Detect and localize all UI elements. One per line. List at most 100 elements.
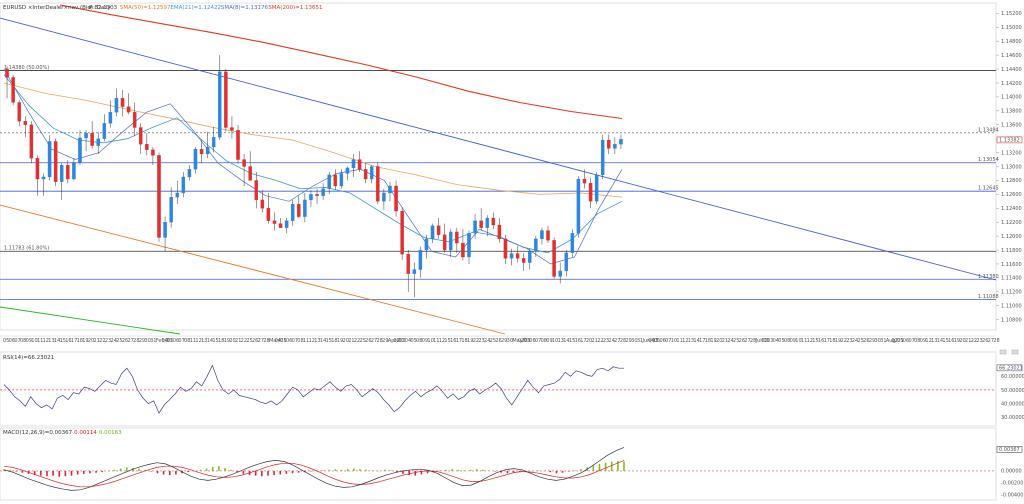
candle[interactable] bbox=[5, 66, 9, 99]
candle[interactable] bbox=[199, 140, 204, 164]
candle[interactable] bbox=[552, 237, 556, 280]
candle[interactable] bbox=[169, 187, 173, 228]
candle[interactable] bbox=[479, 208, 483, 231]
candle[interactable] bbox=[418, 246, 423, 278]
candle[interactable] bbox=[278, 218, 283, 228]
candle[interactable] bbox=[242, 153, 246, 186]
trendline-upper[interactable] bbox=[0, 17, 997, 281]
candle[interactable] bbox=[406, 250, 410, 292]
candle[interactable] bbox=[351, 153, 356, 177]
candle[interactable] bbox=[224, 69, 228, 132]
candle[interactable] bbox=[114, 88, 119, 117]
candle[interactable] bbox=[321, 183, 325, 200]
candle[interactable] bbox=[436, 218, 441, 239]
candle[interactable] bbox=[558, 262, 562, 284]
candle[interactable] bbox=[461, 229, 465, 261]
rsi-pane[interactable]: RSI(14)=66.23021 60.00000 50.00000 40.0000… bbox=[0, 351, 1024, 427]
minimize-icon[interactable] bbox=[999, 349, 1007, 355]
candle[interactable] bbox=[248, 151, 252, 181]
candle[interactable] bbox=[582, 169, 587, 189]
candle[interactable] bbox=[442, 223, 447, 253]
candle[interactable] bbox=[333, 169, 338, 191]
candle[interactable] bbox=[503, 234, 508, 264]
candle[interactable] bbox=[108, 100, 113, 128]
candle[interactable] bbox=[297, 195, 301, 219]
candle[interactable] bbox=[430, 223, 435, 244]
pane-controls[interactable] bbox=[999, 349, 1019, 355]
candle[interactable] bbox=[303, 192, 307, 223]
trendline-support[interactable] bbox=[0, 306, 181, 335]
candle[interactable] bbox=[132, 102, 137, 136]
candle[interactable] bbox=[11, 74, 15, 106]
candle[interactable] bbox=[412, 262, 417, 298]
candle[interactable] bbox=[607, 134, 611, 154]
candle[interactable] bbox=[41, 173, 46, 196]
candle[interactable] bbox=[53, 138, 58, 186]
candle[interactable] bbox=[570, 229, 575, 257]
candle[interactable] bbox=[357, 151, 362, 173]
candle[interactable] bbox=[47, 135, 52, 181]
candle[interactable] bbox=[78, 130, 82, 166]
macd-pane[interactable]: MACD(12,26,9)=0.00367 0.00114 0.00163 0.00… bbox=[0, 427, 1023, 501]
candle[interactable] bbox=[619, 134, 623, 150]
candle[interactable] bbox=[546, 225, 550, 244]
candle[interactable] bbox=[126, 93, 131, 115]
candle[interactable] bbox=[151, 147, 155, 166]
candle[interactable] bbox=[363, 163, 368, 184]
candle[interactable] bbox=[96, 132, 100, 154]
candle[interactable] bbox=[588, 177, 593, 209]
candle[interactable] bbox=[17, 100, 21, 127]
candle[interactable] bbox=[455, 227, 459, 253]
candle[interactable] bbox=[515, 245, 520, 263]
candle[interactable] bbox=[102, 114, 107, 142]
candle[interactable] bbox=[509, 248, 514, 266]
candle[interactable] bbox=[211, 126, 216, 153]
trendline-lower[interactable] bbox=[0, 204, 506, 335]
candle[interactable] bbox=[449, 229, 453, 257]
candle[interactable] bbox=[139, 123, 143, 154]
candle[interactable] bbox=[290, 199, 295, 226]
candle[interactable] bbox=[309, 190, 313, 207]
candle[interactable] bbox=[594, 172, 599, 205]
candle[interactable] bbox=[600, 135, 605, 180]
candle[interactable] bbox=[157, 152, 161, 242]
candle[interactable] bbox=[120, 89, 125, 117]
candle[interactable] bbox=[534, 236, 538, 257]
candle[interactable] bbox=[90, 121, 94, 149]
candle[interactable] bbox=[181, 172, 186, 198]
candle[interactable] bbox=[394, 180, 398, 217]
candle[interactable] bbox=[467, 230, 471, 264]
candle[interactable] bbox=[424, 234, 429, 259]
candle[interactable] bbox=[35, 155, 40, 196]
candle[interactable] bbox=[369, 165, 374, 184]
candle[interactable] bbox=[473, 213, 477, 239]
candle[interactable] bbox=[254, 172, 259, 209]
candle[interactable] bbox=[29, 121, 34, 164]
candle[interactable] bbox=[272, 212, 277, 231]
candle[interactable] bbox=[315, 188, 319, 205]
candle[interactable] bbox=[564, 250, 569, 277]
candle[interactable] bbox=[388, 181, 392, 202]
candle[interactable] bbox=[72, 158, 76, 181]
price-pane[interactable]: 1.14380 (50.00%) 1.13484 1.13054 1.12645 1.1… bbox=[0, 2, 999, 335]
candle[interactable] bbox=[613, 137, 617, 154]
candle[interactable] bbox=[528, 248, 532, 270]
candle[interactable] bbox=[376, 162, 380, 205]
candle[interactable] bbox=[84, 130, 88, 152]
candle[interactable] bbox=[66, 160, 70, 184]
candle[interactable] bbox=[193, 147, 198, 174]
candle[interactable] bbox=[327, 172, 331, 195]
candle[interactable] bbox=[497, 218, 502, 244]
candle[interactable] bbox=[260, 190, 265, 213]
candle[interactable] bbox=[145, 133, 149, 156]
candle[interactable] bbox=[521, 252, 526, 271]
candle[interactable] bbox=[284, 218, 289, 234]
candle[interactable] bbox=[187, 165, 192, 181]
candle[interactable] bbox=[345, 166, 350, 181]
candle[interactable] bbox=[218, 55, 222, 141]
candle[interactable] bbox=[400, 206, 404, 260]
candle[interactable] bbox=[23, 116, 28, 138]
candle[interactable] bbox=[266, 192, 271, 224]
candle[interactable] bbox=[236, 124, 240, 164]
candle[interactable] bbox=[339, 169, 344, 189]
